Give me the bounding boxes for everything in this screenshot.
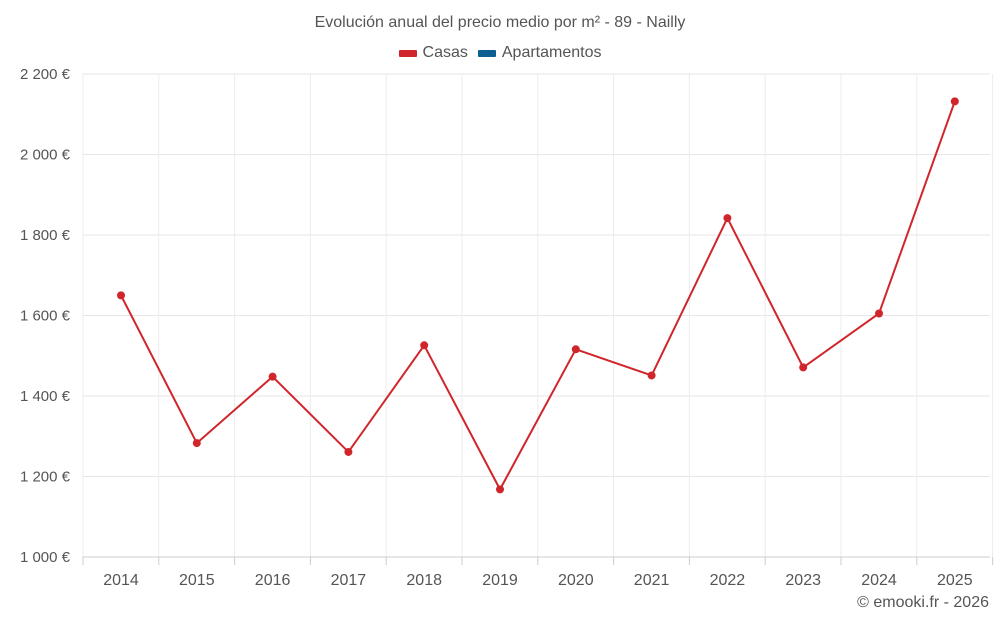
- x-tick-label: 2017: [331, 572, 367, 589]
- y-tick-label: 2 200 €: [20, 66, 71, 83]
- x-tick-label: 2020: [558, 572, 594, 589]
- chart-title: Evolución anual del precio medio por m² …: [314, 14, 686, 31]
- x-tick-label: 2018: [406, 572, 442, 589]
- legend-label-casas: Casas: [422, 44, 468, 61]
- x-tick-label: 2023: [785, 572, 821, 589]
- y-tick-label: 1 800 €: [20, 227, 71, 244]
- data-point: [344, 447, 353, 456]
- legend-item-casas[interactable]: Casas: [398, 44, 468, 62]
- legend: Casas Apartamentos: [0, 44, 1000, 62]
- data-point: [571, 345, 580, 354]
- x-tick-label: 2025: [937, 572, 973, 589]
- y-tick-label: 1 200 €: [20, 469, 71, 486]
- x-tick-label: 2022: [710, 572, 746, 589]
- data-point: [268, 372, 277, 381]
- x-tick-label: 2024: [861, 572, 897, 589]
- data-point: [192, 439, 201, 448]
- x-tick-label: 2019: [482, 572, 518, 589]
- axes: 1 000 € 1 200 € 1 400 € 1 600 € 1 800 € 2 000…: [20, 66, 994, 589]
- legend-swatch-apartamentos: [477, 49, 496, 57]
- legend-swatch-casas: [398, 49, 417, 57]
- series-line-casas: [120, 101, 956, 491]
- legend-item-apartamentos[interactable]: Apartamentos: [477, 44, 602, 62]
- x-tick-label: 2021: [634, 572, 670, 589]
- x-tick-label: 2015: [179, 572, 215, 589]
- legend-label-apartamentos: Apartamentos: [501, 44, 602, 61]
- credit-text: © emooki.fr - 2026: [857, 594, 989, 611]
- y-tick-label: 1 400 €: [20, 388, 71, 405]
- x-tick-label: 2014: [103, 572, 139, 589]
- y-tick-label: 1 000 €: [20, 549, 71, 566]
- x-tick-label: 2016: [255, 572, 291, 589]
- data-point: [875, 309, 883, 318]
- y-tick-label: 2 000 €: [20, 147, 71, 164]
- grid: [82, 73, 994, 558]
- data-point: [647, 371, 656, 380]
- data-point: [420, 341, 429, 350]
- y-tick-label: 1 600 €: [20, 308, 71, 325]
- data-point: [723, 214, 732, 223]
- data-point: [799, 363, 808, 372]
- data-point: [117, 291, 125, 300]
- series-layer: [117, 97, 959, 494]
- data-point: [950, 97, 959, 106]
- data-point: [496, 485, 504, 494]
